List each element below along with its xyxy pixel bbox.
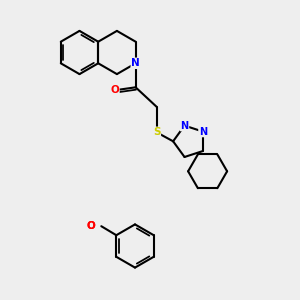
- Text: O: O: [86, 221, 95, 231]
- Text: O: O: [110, 85, 119, 95]
- Text: N: N: [199, 127, 207, 136]
- Text: N: N: [181, 121, 189, 130]
- Text: S: S: [153, 127, 160, 137]
- Text: O: O: [86, 221, 95, 231]
- Text: N: N: [131, 58, 140, 68]
